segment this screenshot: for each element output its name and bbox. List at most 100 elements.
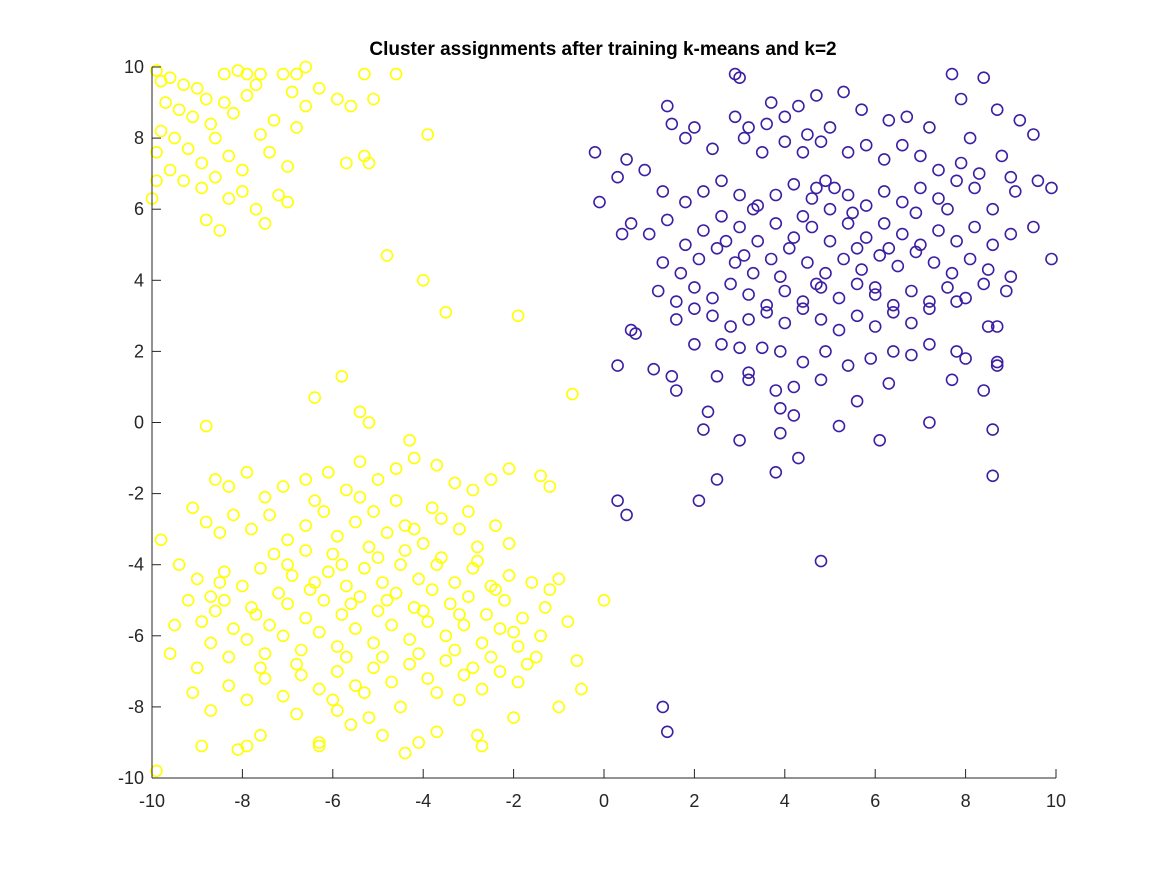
- scatter-point-series-0-228: [453, 608, 466, 621]
- scatter-point-series-0-77: [321, 465, 335, 479]
- scatter-point-series-0-243: [353, 490, 367, 504]
- scatter-point-series-1-106: [873, 249, 887, 262]
- scatter-point-series-1-151: [923, 302, 936, 316]
- scatter-point-series-0-25: [299, 99, 313, 113]
- scatter-point-series-0-172: [457, 618, 471, 632]
- scatter-point-series-1-21: [882, 114, 896, 127]
- scatter-point-series-1-193: [773, 426, 787, 440]
- scatter-point-series-1-26: [1027, 128, 1040, 141]
- scatter-point-series-0-214: [552, 700, 566, 714]
- scatter-point-series-0-175: [511, 640, 525, 653]
- scatter-point-series-0-227: [416, 604, 430, 618]
- scatter-point-series-0-190: [403, 657, 416, 671]
- scatter-point-series-0-187: [349, 679, 362, 692]
- scatter-point-series-1-158: [688, 337, 701, 351]
- scatter-point-series-1-75: [715, 210, 728, 223]
- scatter-point-series-1-169: [923, 337, 936, 351]
- scatter-point-series-0-85: [466, 483, 480, 497]
- scatter-point-series-0-41: [150, 146, 163, 159]
- scatter-point-series-0-92: [213, 526, 227, 540]
- scatter-point-series-1-70: [624, 217, 638, 230]
- scatter-point-series-1-34: [778, 135, 792, 148]
- scatter-point-series-0-159: [222, 650, 236, 664]
- scatter-point-series-0-68: [403, 433, 416, 447]
- scatter-point-series-0-135: [209, 604, 222, 618]
- scatter-point-series-0-206: [362, 711, 376, 724]
- scatter-point-series-1-189: [923, 416, 936, 429]
- scatter-point-series-0-69: [566, 387, 579, 401]
- scatter-point-series-0-174: [493, 622, 507, 636]
- scatter-point-series-0-191: [421, 672, 435, 685]
- scatter-point-series-0-147: [425, 583, 439, 596]
- scatter-point-series-0-97: [299, 519, 313, 532]
- scatter-point-series-1-206: [828, 181, 841, 195]
- scatter-point-series-0-53: [213, 224, 227, 237]
- scatter-point-series-1-58: [823, 202, 837, 216]
- scatter-point-series-1-119: [724, 277, 737, 291]
- scatter-point-series-0-44: [195, 181, 208, 195]
- scatter-point-series-0-50: [150, 174, 163, 188]
- scatter-point-series-1-171: [959, 352, 972, 365]
- scatter-point-series-1-121: [760, 298, 774, 312]
- scatter-point-series-0-29: [367, 92, 380, 106]
- scatter-point-series-0-31: [168, 131, 181, 145]
- scatter-point-series-1-13: [1013, 114, 1027, 127]
- scatter-point-series-0-178: [186, 686, 199, 700]
- scatter-point-series-0-46: [222, 192, 236, 205]
- scatter-point-series-1-167: [886, 345, 900, 358]
- x-tick-label: -2: [506, 791, 522, 811]
- scatter-point-series-0-156: [163, 647, 177, 660]
- scatter-point-series-0-21: [240, 89, 254, 102]
- scatter-point-series-1-157: [665, 369, 679, 383]
- scatter-point-series-1-44: [972, 167, 986, 180]
- scatter-point-series-1-38: [859, 138, 873, 152]
- scatter-point-series-0-89: [543, 480, 557, 493]
- x-tick-label: 6: [870, 791, 880, 811]
- scatter-point-series-0-45: [209, 170, 222, 184]
- scatter-point-series-0-250: [462, 505, 475, 518]
- scatter-point-series-1-65: [950, 174, 963, 188]
- scatter-point-series-1-23: [923, 121, 936, 134]
- scatter-point-series-0-207: [376, 728, 389, 742]
- scatter-point-series-0-15: [159, 96, 172, 109]
- scatter-point-series-0-198: [195, 739, 208, 753]
- scatter-point-series-0-58: [362, 156, 376, 170]
- scatter-point-series-1-176: [742, 373, 755, 387]
- scatter-point-series-0-136: [227, 622, 240, 636]
- scatter-point-series-1-6: [660, 99, 674, 113]
- scatter-point-series-1-4: [810, 89, 823, 102]
- scatter-point-series-1-96: [692, 252, 706, 266]
- y-tick-label: -2: [128, 484, 144, 504]
- scatter-point-series-1-46: [1031, 174, 1045, 188]
- scatter-point-series-0-254: [299, 544, 313, 557]
- scatter-point-series-1-144: [796, 302, 810, 316]
- scatter-point-series-1-133: [977, 277, 991, 291]
- scatter-point-series-0-255: [281, 558, 294, 572]
- scatter-point-series-0-76: [299, 473, 313, 486]
- scatter-point-series-0-226: [380, 593, 394, 607]
- scatter-point-series-0-60: [380, 249, 394, 262]
- scatter-point-series-0-112: [190, 572, 204, 586]
- scatter-point-series-0-150: [480, 608, 493, 621]
- y-tick-label: 8: [134, 128, 144, 148]
- scatter-point-series-0-130: [502, 569, 516, 582]
- scatter-point-series-0-212: [475, 739, 489, 753]
- scatter-point-series-1-168: [905, 348, 918, 362]
- scatter-point-series-0-181: [240, 693, 254, 707]
- scatter-point-series-0-242: [520, 657, 534, 671]
- scatter-point-series-1-198: [692, 494, 706, 508]
- scatter-point-series-0-185: [312, 682, 326, 696]
- scatter-point-series-0-84: [448, 476, 462, 490]
- scatter-point-series-0-116: [254, 561, 267, 575]
- axes: -10 -8 -6 -4 -2 0 2 4 6 8 10 -10 -8 -6 -4 -2 0 2 4 6 8 10: [118, 57, 1066, 811]
- scatter-point-series-0-47: [236, 185, 249, 198]
- scatter-point-series-0-67: [362, 416, 376, 429]
- scatter-point-series-0-82: [407, 451, 421, 465]
- scatter-point-series-1-85: [895, 227, 909, 241]
- scatter-point-series-0-100: [349, 515, 362, 529]
- scatter-point-series-0-180: [222, 679, 236, 692]
- scatter-point-series-0-32: [181, 142, 195, 156]
- scatter-point-series-0-79: [353, 455, 367, 468]
- scatter-point-series-1-160: [733, 341, 746, 355]
- scatter-point-series-1-183: [669, 384, 683, 397]
